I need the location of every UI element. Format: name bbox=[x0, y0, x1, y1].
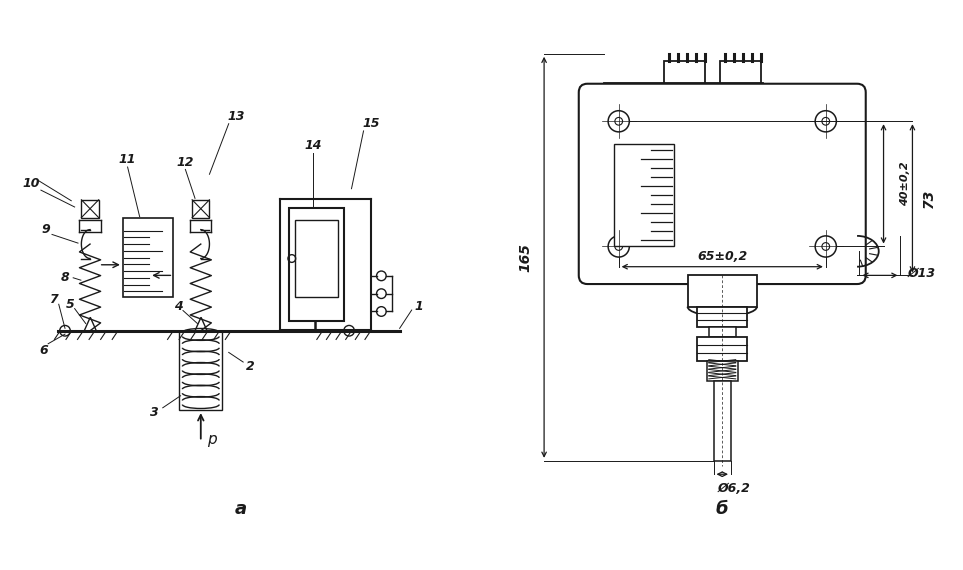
Bar bbox=[605, 83, 763, 92]
Text: 65±0,2: 65±0,2 bbox=[697, 250, 747, 263]
Bar bbox=[714, 381, 731, 461]
Bar bbox=[720, 61, 761, 83]
Text: 6: 6 bbox=[39, 344, 48, 356]
Text: p: p bbox=[207, 431, 217, 446]
Bar bbox=[123, 218, 173, 297]
Bar bbox=[295, 220, 339, 297]
Bar bbox=[289, 208, 345, 321]
Text: 40±0,2: 40±0,2 bbox=[900, 161, 910, 206]
FancyBboxPatch shape bbox=[579, 84, 866, 284]
Text: а: а bbox=[235, 500, 247, 518]
Text: 7: 7 bbox=[48, 293, 58, 306]
Text: 3: 3 bbox=[149, 406, 159, 419]
Bar bbox=[707, 361, 738, 381]
Bar bbox=[614, 144, 674, 246]
Text: 5: 5 bbox=[65, 298, 74, 311]
Bar bbox=[688, 275, 757, 307]
Text: Ø6,2: Ø6,2 bbox=[717, 482, 751, 495]
Circle shape bbox=[60, 325, 70, 336]
Text: 15: 15 bbox=[362, 117, 379, 130]
Text: 2: 2 bbox=[246, 360, 255, 373]
Bar bbox=[697, 337, 747, 361]
Bar bbox=[82, 200, 99, 218]
Text: Ø13: Ø13 bbox=[907, 266, 936, 279]
Text: 10: 10 bbox=[22, 177, 40, 190]
Text: 9: 9 bbox=[41, 223, 50, 236]
Bar bbox=[311, 251, 320, 273]
Text: 165: 165 bbox=[519, 243, 533, 272]
Text: 4: 4 bbox=[173, 300, 183, 313]
Text: 8: 8 bbox=[61, 271, 69, 284]
Bar bbox=[179, 331, 222, 410]
Bar bbox=[697, 307, 747, 327]
Bar bbox=[193, 200, 210, 218]
Text: 73: 73 bbox=[923, 189, 936, 208]
Text: 1: 1 bbox=[414, 300, 424, 313]
Text: б: б bbox=[716, 500, 729, 518]
Text: 14: 14 bbox=[304, 139, 322, 152]
Bar bbox=[709, 327, 736, 337]
Circle shape bbox=[344, 325, 354, 336]
Text: 13: 13 bbox=[227, 110, 245, 123]
Text: 11: 11 bbox=[118, 153, 137, 166]
Text: 12: 12 bbox=[176, 156, 195, 169]
Bar bbox=[664, 61, 705, 83]
